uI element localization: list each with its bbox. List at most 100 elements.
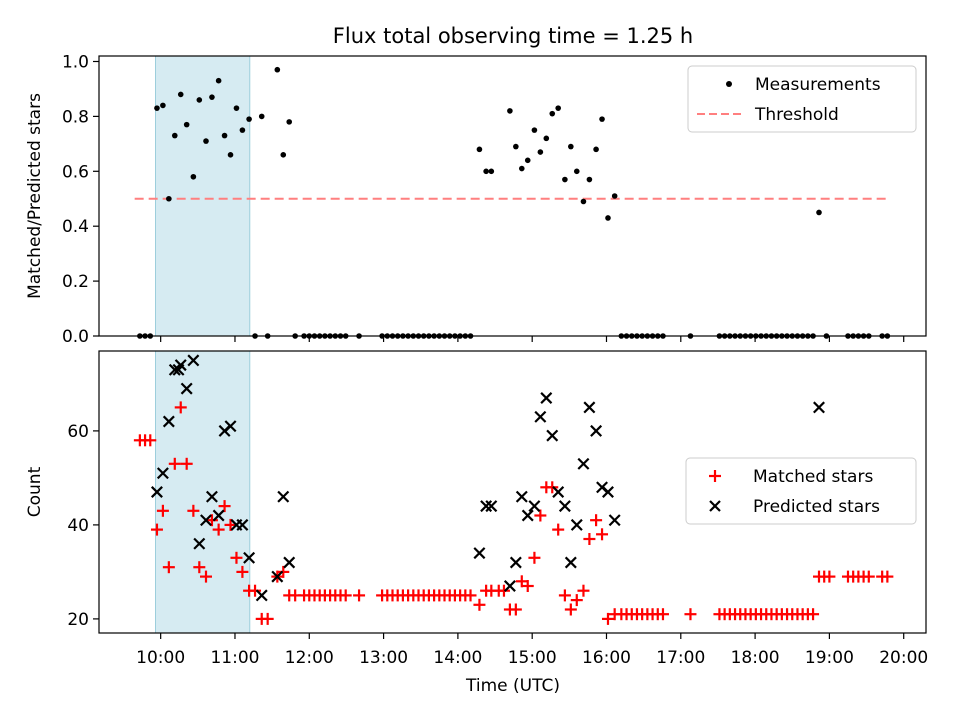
matched-star-point — [823, 570, 836, 583]
matched-star-point — [583, 533, 596, 545]
predicted-star-point — [485, 500, 498, 513]
predicted-star-point — [205, 490, 218, 503]
measurement-point — [239, 127, 246, 133]
bottom-y-tick-label: 20 — [67, 610, 89, 630]
predicted-star-point — [283, 556, 296, 569]
matched-star-point — [174, 401, 187, 414]
matched-star-point — [601, 612, 614, 625]
matched-star-point — [187, 504, 200, 517]
bottom-marks — [133, 354, 894, 625]
predicted-star-point — [480, 500, 493, 513]
top-y-tick-label: 0.2 — [62, 272, 89, 292]
predicted-star-point — [180, 382, 193, 395]
predicted-star-point — [602, 486, 614, 498]
predicted-star-point — [473, 547, 486, 560]
matched-star-point — [230, 551, 243, 564]
measurement-point — [154, 105, 160, 111]
matched-star-point — [862, 570, 875, 583]
predicted-star-point — [528, 500, 541, 513]
matched-star-point — [684, 608, 697, 621]
chart-title: Flux total observing time = 1.25 h — [333, 24, 693, 48]
predicted-star-point — [162, 415, 175, 428]
bottom-y-tick-label: 40 — [67, 516, 89, 536]
predicted-star-point — [540, 392, 553, 404]
predicted-star-point — [515, 490, 528, 503]
matched-star-point — [464, 589, 477, 602]
matched-star-point — [218, 500, 231, 513]
legend-threshold-label: Threshold — [754, 105, 839, 125]
matched-star-point — [180, 457, 193, 470]
measurement-point — [513, 143, 519, 150]
predicted-star-point — [255, 589, 268, 602]
matched-star-point — [212, 523, 225, 536]
x-tick-label: 14:00 — [433, 648, 482, 668]
measurement-point — [233, 105, 240, 111]
measurement-point — [215, 77, 222, 84]
matched-star-point — [224, 518, 237, 531]
bottom-y-axis-label: Count — [25, 466, 45, 517]
measurement-point — [160, 102, 166, 109]
measurement-point — [816, 209, 822, 216]
top-axes-frame — [98, 55, 927, 337]
measurement-point — [280, 152, 287, 158]
measurement-point — [209, 94, 215, 100]
matched-star-point — [150, 523, 163, 536]
measurement-point — [286, 119, 293, 125]
matched-star-point — [144, 434, 157, 447]
bottom-axes-frame — [98, 350, 927, 634]
matched-star-point — [236, 565, 249, 578]
x-tick-label: 10:00 — [136, 648, 185, 668]
measurement-point — [196, 97, 203, 103]
predicted-star-point — [243, 551, 256, 564]
predicted-star-point — [546, 429, 559, 442]
legend-measurements-marker — [726, 81, 732, 87]
bottom-legend-box — [685, 457, 917, 525]
predicted-star-point — [558, 500, 571, 513]
predicted-star-point — [590, 424, 603, 437]
matched-star-point — [339, 589, 352, 602]
bottom-x-ticks: 10:00 11:00 12:00 13:00 14:00 15:00 16:00 17:00… — [136, 633, 928, 668]
matched-star-point — [162, 561, 175, 574]
measurement-point — [476, 146, 483, 153]
bottom-legend: Matched stars Predicted stars — [685, 457, 917, 525]
matched-star-point — [534, 509, 547, 522]
matched-star-point — [353, 589, 366, 602]
predicted-star-point — [564, 556, 577, 569]
matched-star-point — [558, 589, 571, 602]
measurement-point — [221, 132, 228, 139]
matched-star-point — [596, 528, 609, 541]
matched-star-point — [277, 565, 290, 578]
matched-star-point — [193, 561, 206, 574]
legend-matched-label: Matched stars — [753, 467, 873, 487]
matched-star-point — [564, 603, 577, 616]
bottom-y-ticks: 20 40 60 — [67, 422, 99, 630]
highlight-span-top — [155, 55, 251, 337]
top-y-tick-label: 0.0 — [62, 327, 89, 347]
x-tick-label: 20:00 — [879, 648, 928, 668]
highlight-span-bottom — [155, 350, 251, 634]
measurement-point — [531, 127, 538, 133]
measurement-point — [166, 195, 172, 202]
top-x-ticks — [160, 336, 905, 342]
measurement-point — [549, 110, 556, 117]
measurement-point — [177, 91, 184, 98]
x-tick-label: 13:00 — [359, 648, 408, 668]
matched-star-point — [205, 514, 218, 527]
matched-star-point — [590, 514, 603, 527]
measurement-point — [605, 215, 611, 221]
matched-star-point — [656, 608, 669, 621]
predicted-star-point — [534, 410, 547, 423]
x-tick-label: 15:00 — [508, 648, 557, 668]
predicted-star-point — [212, 509, 225, 522]
legend-predicted-label: Predicted stars — [753, 497, 880, 517]
predicted-star-point — [224, 420, 237, 433]
matched-star-point — [570, 594, 583, 607]
measurement-point — [599, 116, 605, 122]
x-tick-label: 17:00 — [656, 648, 705, 668]
x-tick-label: 11:00 — [210, 648, 259, 668]
matched-star-point — [168, 457, 181, 470]
top-legend: Measurements Threshold — [687, 65, 917, 133]
matched-star-point — [521, 580, 534, 592]
measurement-point — [246, 116, 252, 122]
